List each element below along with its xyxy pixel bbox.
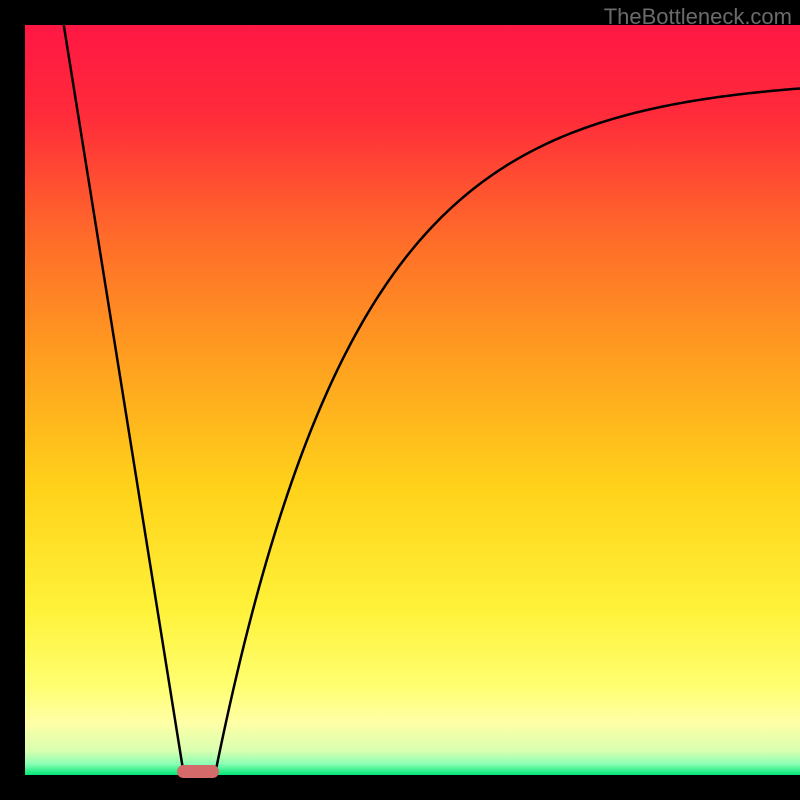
watermark-text: TheBottleneck.com [604, 4, 792, 30]
chart-curves [0, 0, 800, 800]
minimum-marker [177, 765, 220, 779]
left-line [64, 25, 184, 775]
right-curve [215, 88, 800, 775]
